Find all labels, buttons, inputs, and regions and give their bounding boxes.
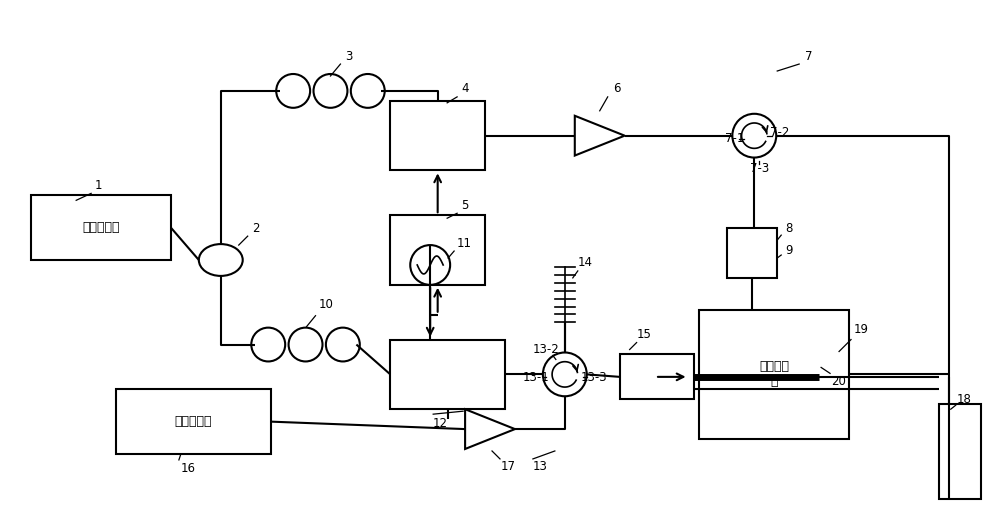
Text: 13: 13 [532,460,547,473]
Text: 10: 10 [319,298,334,311]
Text: 9: 9 [785,243,793,256]
Text: 12: 12 [433,417,448,430]
Text: 15: 15 [637,328,652,341]
Bar [116,389,271,454]
Text: 2: 2 [252,222,259,235]
Text: 7: 7 [805,50,813,63]
Text: 一号激光器: 一号激光器 [82,221,120,234]
Bar [390,339,505,409]
Text: 19: 19 [853,323,868,336]
Text: 20: 20 [832,375,846,388]
Bar [390,215,485,285]
Text: 1: 1 [94,179,102,192]
Text: 14: 14 [577,256,592,269]
Text: 8: 8 [786,222,793,235]
Text: 11: 11 [457,237,472,250]
Text: 4: 4 [461,83,469,95]
Text: 16: 16 [180,462,195,475]
Text: 7-2: 7-2 [770,126,789,139]
Bar [620,354,694,399]
Text: 7-3: 7-3 [750,162,769,175]
Text: 3: 3 [345,50,352,63]
Text: 7-1: 7-1 [725,132,744,145]
Bar [727,228,777,278]
Text: 二号激光器: 二号激光器 [175,415,212,428]
Bar [939,404,981,499]
Text: 5: 5 [461,199,469,212]
Text: 数据采集
卡: 数据采集 卡 [759,360,789,388]
Text: 17: 17 [500,460,515,473]
Bar [699,310,849,439]
Text: 6: 6 [613,83,620,95]
Text: 13-1: 13-1 [523,371,549,384]
Bar [390,101,485,170]
Bar [31,195,171,260]
Text: 18: 18 [956,393,971,406]
Text: 13-2: 13-2 [532,343,559,356]
Text: 13-3: 13-3 [580,371,607,384]
